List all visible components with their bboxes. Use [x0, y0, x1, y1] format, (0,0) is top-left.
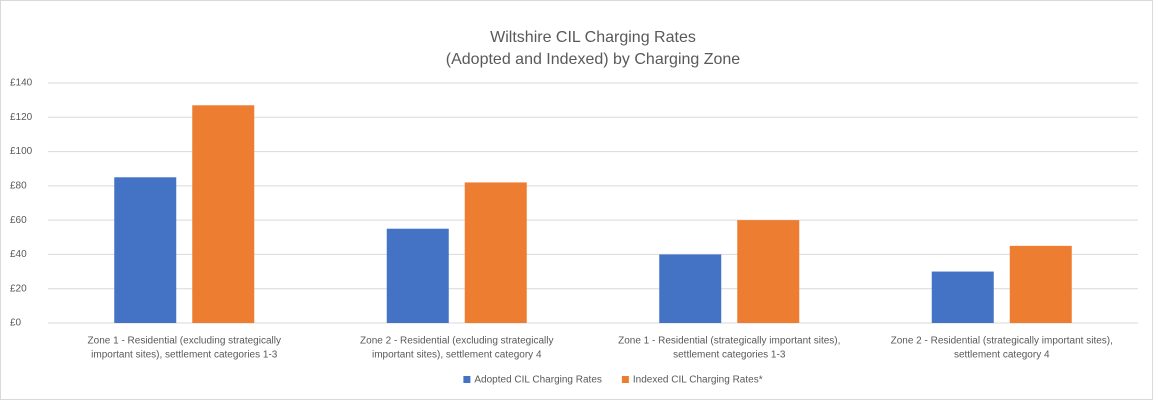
bar — [931, 271, 994, 323]
y-tick-label: £80 — [10, 180, 27, 191]
bar — [386, 228, 449, 323]
y-tick-label: £0 — [10, 318, 22, 329]
y-tick-label: £140 — [10, 78, 33, 89]
x-tick-label: important sites), settlement categories … — [91, 350, 278, 361]
x-tick-label: Zone 2 - Residential (strategically impo… — [891, 336, 1113, 347]
legend-label: Indexed CIL Charging Rates* — [633, 375, 763, 386]
bar — [659, 254, 722, 323]
y-tick-label: £60 — [10, 215, 27, 226]
x-tick-label: settlement category 4 — [954, 350, 1050, 361]
x-tick-label: Zone 1 - Residential (strategically impo… — [618, 336, 840, 347]
bar — [1009, 245, 1072, 323]
bar — [464, 182, 527, 323]
y-tick-label: £40 — [10, 249, 27, 260]
x-tick-label: settlement categories 1-3 — [673, 350, 786, 361]
x-tick-label: Zone 2 - Residential (excluding strategi… — [360, 336, 553, 347]
y-tick-label: £120 — [10, 112, 33, 123]
x-tick-label: important sites), settlement category 4 — [372, 350, 542, 361]
legend-label: Adopted CIL Charging Rates — [474, 375, 602, 386]
legend-swatch — [621, 376, 629, 383]
y-tick-label: £100 — [10, 146, 33, 157]
bar — [192, 105, 255, 324]
x-tick-label: Zone 1 - Residential (excluding strategi… — [88, 336, 281, 347]
chart-title: (Adopted and Indexed) by Charging Zone — [446, 51, 741, 68]
legend-swatch — [463, 376, 471, 383]
y-tick-label: £20 — [10, 283, 27, 294]
chart-title: Wiltshire CIL Charging Rates — [490, 29, 696, 46]
bar — [737, 220, 800, 323]
bar — [114, 177, 177, 323]
